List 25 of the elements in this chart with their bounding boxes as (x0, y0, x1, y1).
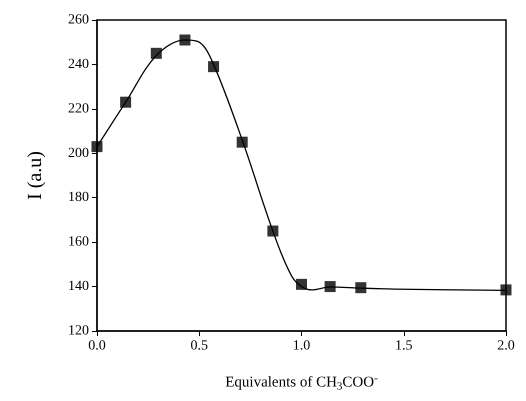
y-tick-label: 240 (68, 56, 89, 72)
x-tick-label: 1.0 (292, 338, 310, 354)
point (120, 96, 132, 108)
point (355, 282, 366, 294)
point (179, 34, 190, 46)
y-tick-label: 200 (68, 146, 89, 161)
y-tick-label: 120 (68, 324, 89, 338)
point (150, 48, 162, 59)
x-tick-label: 0.5 (190, 338, 208, 354)
point (208, 61, 220, 72)
y-tick-label: 140 (68, 279, 89, 294)
y-tick-label: 260 (68, 12, 89, 28)
point (324, 281, 336, 292)
point (500, 284, 512, 296)
x-tick-label: 2.0 (497, 338, 515, 354)
y-tick-label: 160 (68, 234, 89, 250)
point (267, 226, 278, 237)
point (92, 141, 102, 152)
y-axis-title: I (a.u) (24, 151, 46, 200)
y-tick-label: 180 (68, 190, 89, 206)
y-tick-label: 220 (68, 101, 89, 116)
x-tick-label: 0.0 (88, 338, 106, 354)
x-tick-label: 1.5 (395, 338, 412, 354)
point (296, 278, 307, 290)
point (236, 136, 248, 148)
